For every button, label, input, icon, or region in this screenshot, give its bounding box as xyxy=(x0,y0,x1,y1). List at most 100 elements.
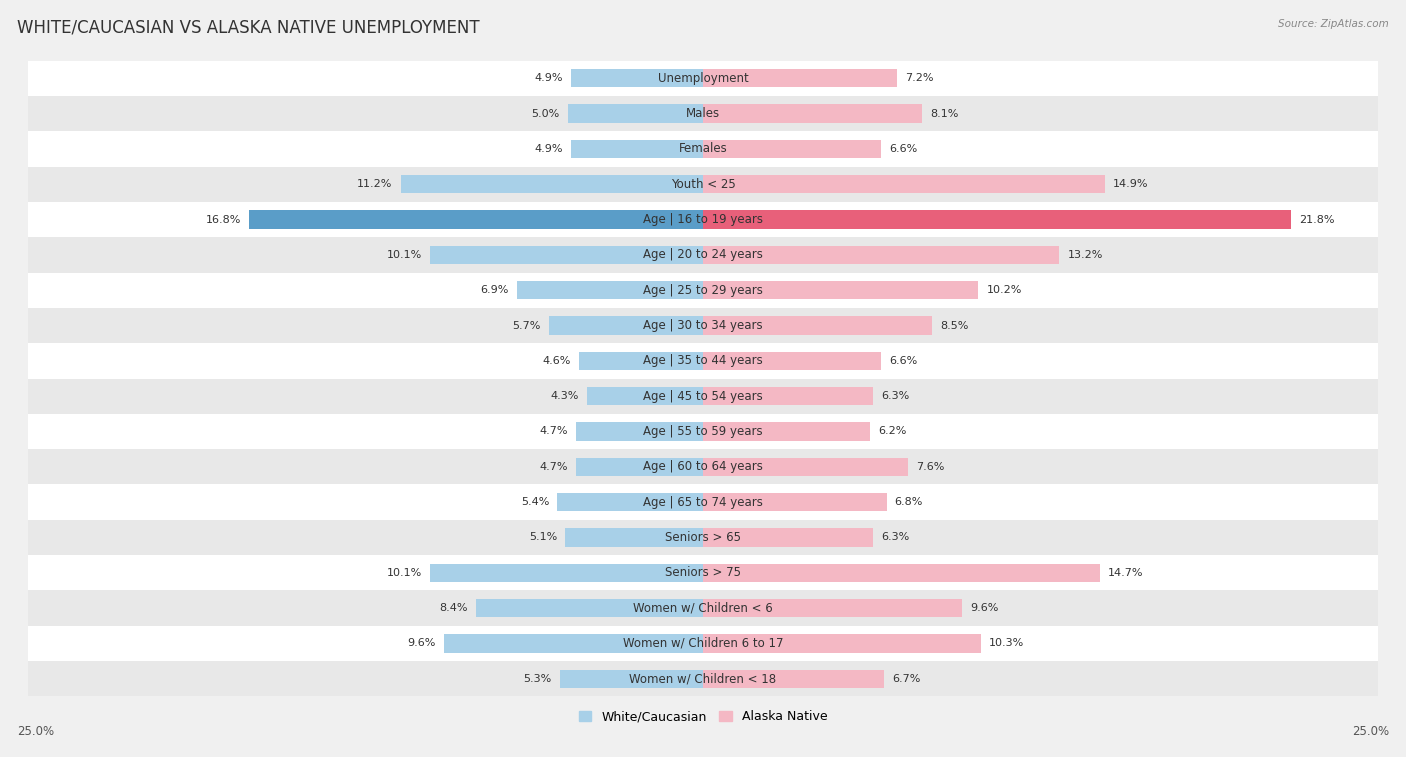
Text: Seniors > 75: Seniors > 75 xyxy=(665,566,741,579)
Text: 5.3%: 5.3% xyxy=(523,674,551,684)
Text: 6.7%: 6.7% xyxy=(891,674,921,684)
Text: 10.3%: 10.3% xyxy=(990,638,1025,649)
Text: 6.8%: 6.8% xyxy=(894,497,924,507)
Bar xyxy=(28,661,1378,696)
Bar xyxy=(28,167,1378,202)
Bar xyxy=(444,634,703,653)
Text: 6.6%: 6.6% xyxy=(889,144,918,154)
Bar xyxy=(571,140,703,158)
Text: 10.1%: 10.1% xyxy=(387,250,422,260)
Text: 10.1%: 10.1% xyxy=(387,568,422,578)
Bar xyxy=(28,308,1378,343)
Text: 8.5%: 8.5% xyxy=(941,320,969,331)
Text: Females: Females xyxy=(679,142,727,155)
Bar xyxy=(401,175,703,193)
Text: 5.1%: 5.1% xyxy=(529,532,557,543)
Bar xyxy=(703,281,979,299)
Text: 25.0%: 25.0% xyxy=(17,725,53,738)
Legend: White/Caucasian, Alaska Native: White/Caucasian, Alaska Native xyxy=(574,706,832,728)
Bar xyxy=(430,564,703,582)
Bar xyxy=(517,281,703,299)
Bar xyxy=(703,210,1292,229)
Text: Males: Males xyxy=(686,107,720,120)
Bar xyxy=(430,246,703,264)
Text: 8.4%: 8.4% xyxy=(440,603,468,613)
Bar xyxy=(703,246,1059,264)
Text: 14.9%: 14.9% xyxy=(1114,179,1149,189)
Text: 8.1%: 8.1% xyxy=(929,108,957,119)
Bar xyxy=(703,69,897,87)
Text: 10.2%: 10.2% xyxy=(987,285,1022,295)
Bar xyxy=(550,316,703,335)
Bar xyxy=(28,555,1378,590)
Text: 14.7%: 14.7% xyxy=(1108,568,1143,578)
Bar xyxy=(560,670,703,688)
Text: 21.8%: 21.8% xyxy=(1299,214,1336,225)
Bar xyxy=(28,590,1378,626)
Bar xyxy=(28,378,1378,414)
Text: 13.2%: 13.2% xyxy=(1067,250,1102,260)
Text: 5.0%: 5.0% xyxy=(531,108,560,119)
Text: Youth < 25: Youth < 25 xyxy=(671,178,735,191)
Bar xyxy=(703,175,1105,193)
Text: Age | 60 to 64 years: Age | 60 to 64 years xyxy=(643,460,763,473)
Bar xyxy=(28,131,1378,167)
Text: 4.6%: 4.6% xyxy=(543,356,571,366)
Bar xyxy=(703,140,882,158)
Text: 5.7%: 5.7% xyxy=(513,320,541,331)
Text: Age | 35 to 44 years: Age | 35 to 44 years xyxy=(643,354,763,367)
Bar xyxy=(28,237,1378,273)
Text: 6.3%: 6.3% xyxy=(882,532,910,543)
Text: Women w/ Children < 18: Women w/ Children < 18 xyxy=(630,672,776,685)
Text: Age | 65 to 74 years: Age | 65 to 74 years xyxy=(643,496,763,509)
Bar xyxy=(571,69,703,87)
Bar xyxy=(28,61,1378,96)
Bar xyxy=(28,520,1378,555)
Bar xyxy=(28,96,1378,131)
Bar xyxy=(703,104,922,123)
Text: 6.6%: 6.6% xyxy=(889,356,918,366)
Text: 6.2%: 6.2% xyxy=(879,426,907,437)
Bar xyxy=(568,104,703,123)
Text: WHITE/CAUCASIAN VS ALASKA NATIVE UNEMPLOYMENT: WHITE/CAUCASIAN VS ALASKA NATIVE UNEMPLO… xyxy=(17,19,479,37)
Bar xyxy=(703,599,962,617)
Text: 7.2%: 7.2% xyxy=(905,73,934,83)
Text: 9.6%: 9.6% xyxy=(408,638,436,649)
Bar xyxy=(28,273,1378,308)
Text: 25.0%: 25.0% xyxy=(1353,725,1389,738)
Bar xyxy=(703,528,873,547)
Bar xyxy=(703,670,884,688)
Text: Unemployment: Unemployment xyxy=(658,72,748,85)
Text: 11.2%: 11.2% xyxy=(357,179,392,189)
Text: 7.6%: 7.6% xyxy=(917,462,945,472)
Bar xyxy=(576,458,703,476)
Bar xyxy=(557,493,703,511)
Bar xyxy=(703,387,873,405)
Bar xyxy=(703,634,981,653)
Text: 6.9%: 6.9% xyxy=(481,285,509,295)
Text: Age | 45 to 54 years: Age | 45 to 54 years xyxy=(643,390,763,403)
Bar xyxy=(477,599,703,617)
Bar xyxy=(703,493,887,511)
Text: Age | 25 to 29 years: Age | 25 to 29 years xyxy=(643,284,763,297)
Bar xyxy=(28,449,1378,484)
Text: Seniors > 65: Seniors > 65 xyxy=(665,531,741,544)
Bar xyxy=(579,352,703,370)
Text: Age | 20 to 24 years: Age | 20 to 24 years xyxy=(643,248,763,261)
Text: 4.7%: 4.7% xyxy=(540,462,568,472)
Bar xyxy=(703,352,882,370)
Text: 9.6%: 9.6% xyxy=(970,603,998,613)
Text: 4.3%: 4.3% xyxy=(550,391,579,401)
Bar xyxy=(28,626,1378,661)
Text: Source: ZipAtlas.com: Source: ZipAtlas.com xyxy=(1278,19,1389,29)
Text: 6.3%: 6.3% xyxy=(882,391,910,401)
Text: Age | 30 to 34 years: Age | 30 to 34 years xyxy=(643,319,763,332)
Bar xyxy=(576,422,703,441)
Text: Women w/ Children < 6: Women w/ Children < 6 xyxy=(633,602,773,615)
Text: Women w/ Children 6 to 17: Women w/ Children 6 to 17 xyxy=(623,637,783,650)
Text: 4.9%: 4.9% xyxy=(534,73,562,83)
Bar xyxy=(565,528,703,547)
Bar xyxy=(703,422,870,441)
Bar xyxy=(703,458,908,476)
Bar xyxy=(28,484,1378,520)
